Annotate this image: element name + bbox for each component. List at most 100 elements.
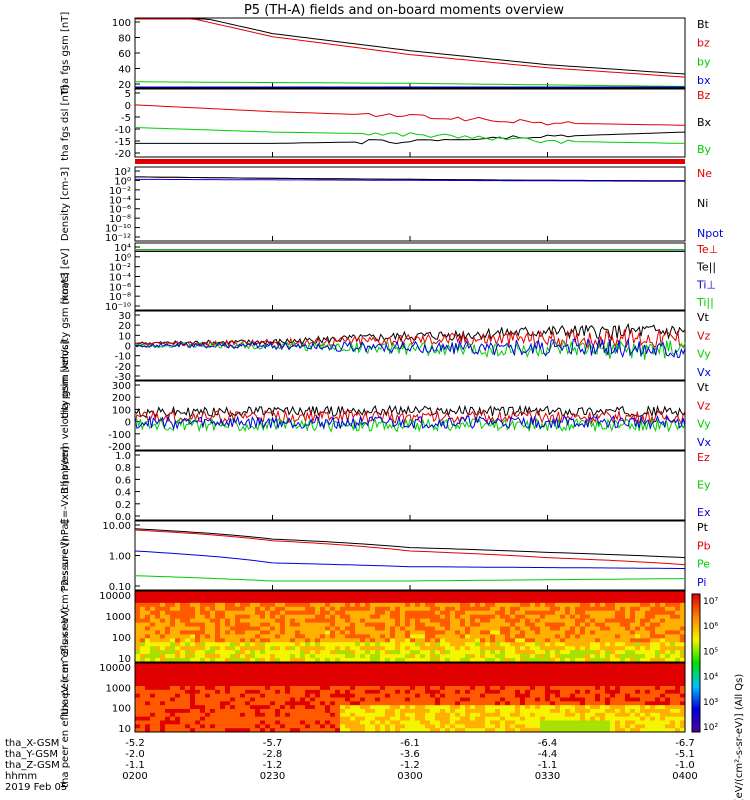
heatmap-cell (465, 666, 471, 672)
heatmap-cell (390, 728, 396, 733)
heatmap-cell (165, 642, 171, 647)
heatmap-cell (360, 658, 366, 663)
heatmap-cell (170, 709, 176, 714)
heatmap-cell (210, 630, 216, 635)
heatmap-cell (390, 614, 396, 620)
heatmap-cell (485, 720, 491, 725)
heatmap-cell (520, 610, 526, 616)
heatmap-cell (140, 602, 146, 608)
colorbar-label: [eV/(cm²-s-sr-eV)] (All Qs) (734, 674, 745, 800)
heatmap-cell (530, 663, 536, 668)
heatmap-cell (675, 638, 681, 643)
heatmap-cell (320, 650, 326, 655)
y-tick-label: 10⁻² (109, 263, 131, 274)
heatmap-cell (305, 689, 311, 695)
heatmap-cell (385, 697, 391, 702)
colorbar-tick: 10³ (703, 698, 718, 708)
heatmap-cell (560, 654, 566, 659)
heatmap-cell (235, 716, 241, 721)
heatmap-cell (225, 712, 231, 718)
heatmap-cell (635, 682, 641, 687)
heatmap-cell (410, 622, 416, 627)
heatmap-cell (265, 728, 271, 733)
heatmap-cell (375, 689, 381, 695)
heatmap-cell (360, 610, 366, 616)
heatmap-cell (480, 709, 486, 714)
heatmap-cell (255, 646, 261, 651)
heatmap-cell (590, 712, 596, 718)
heatmap-cell (255, 663, 261, 668)
heatmap-cell (370, 602, 376, 608)
heatmap-cell (290, 686, 296, 691)
heatmap-cell (300, 618, 306, 623)
heatmap-cell (210, 594, 216, 600)
heatmap-cell (585, 666, 591, 672)
y-axis-label: E=-VxB [mV/m] (60, 446, 71, 524)
heatmap-cell (660, 670, 666, 675)
heatmap-cell (165, 638, 171, 643)
heatmap-cell (260, 602, 266, 608)
heatmap-cell (470, 712, 476, 718)
heatmap-cell (170, 689, 176, 695)
heatmap-cell (325, 634, 331, 639)
heatmap-cell (160, 618, 166, 623)
legend-label: By (697, 143, 712, 156)
heatmap-cell (260, 594, 266, 600)
heatmap-cell (395, 705, 401, 710)
heatmap-cell (140, 591, 146, 596)
heatmap-cell (655, 728, 661, 733)
heatmap-cell (440, 591, 446, 596)
y-tick-label: 60 (118, 49, 131, 60)
heatmap-cell (450, 686, 456, 691)
heatmap-cell (510, 686, 516, 691)
heatmap-cell (625, 689, 631, 695)
heatmap-cell (345, 598, 351, 604)
heatmap-cell (505, 697, 511, 702)
heatmap-cell (550, 716, 556, 721)
heatmap-cell (245, 705, 251, 710)
heatmap-cell (190, 709, 196, 714)
heatmap-cell (265, 682, 271, 687)
heatmap-cell (165, 634, 171, 639)
heatmap-cell (360, 606, 366, 612)
heatmap-cell (435, 666, 441, 672)
heatmap-cell (300, 686, 306, 691)
heatmap-cell (550, 650, 556, 655)
heatmap-cell (565, 622, 571, 627)
heatmap-cell (230, 618, 236, 623)
heatmap-cell (420, 622, 426, 627)
heatmap-cell (625, 712, 631, 718)
heatmap-cell (320, 686, 326, 691)
heatmap-cell (305, 610, 311, 616)
heatmap-cell (275, 686, 281, 691)
heatmap-cell (185, 610, 191, 616)
heatmap-cell (265, 697, 271, 702)
heatmap-cell (545, 598, 551, 604)
y-tick-label: 10 (118, 331, 131, 342)
heatmap-cell (620, 712, 626, 718)
heatmap-cell (390, 622, 396, 627)
heatmap-cell (355, 610, 361, 616)
heatmap-cell (370, 663, 376, 668)
heatmap-cell (375, 670, 381, 675)
heatmap-cell (350, 666, 356, 672)
heatmap-cell (515, 674, 521, 679)
heatmap-cell (500, 724, 506, 729)
heatmap-cell (160, 634, 166, 639)
heatmap-cell (250, 654, 256, 659)
heatmap-cell (520, 606, 526, 612)
heatmap-cell (545, 622, 551, 627)
heatmap-cell (600, 638, 606, 643)
heatmap-cell (415, 591, 421, 596)
heatmap-cell (215, 594, 221, 600)
heatmap-cell (575, 705, 581, 710)
heatmap-cell (470, 686, 476, 691)
heatmap-cell (555, 642, 561, 647)
heatmap-cell (320, 693, 326, 698)
heatmap-cell (450, 709, 456, 714)
heatmap-cell (135, 594, 141, 600)
heatmap-cell (165, 724, 171, 729)
heatmap-cell (240, 674, 246, 679)
heatmap-cell (155, 622, 161, 627)
